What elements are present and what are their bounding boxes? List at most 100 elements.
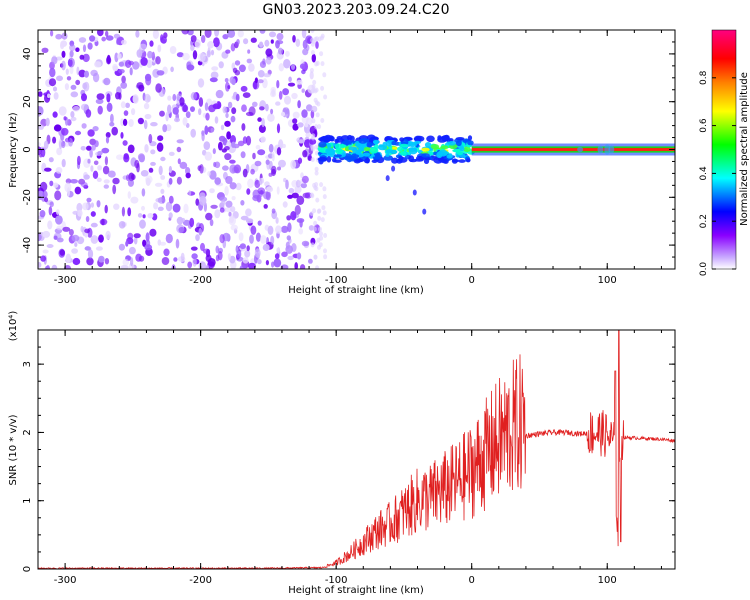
noise-blob [238, 64, 246, 73]
noise-blob [159, 241, 167, 246]
noise-blob [93, 160, 99, 166]
noise-blob [163, 248, 170, 257]
noise-blob [224, 146, 230, 151]
noise-blob [235, 182, 242, 191]
noise-blob [315, 112, 320, 118]
noise-blob [75, 47, 80, 52]
noise-blob [265, 103, 269, 112]
y-tick-label: 0 [22, 146, 33, 152]
noise-blob [195, 234, 200, 242]
noise-blob [288, 76, 292, 83]
noise-blob [231, 141, 236, 148]
noise-blob [310, 50, 315, 55]
noise-blob [285, 179, 289, 190]
noise-blob [312, 208, 317, 214]
x-tick-label: 100 [598, 575, 617, 586]
noise-blob [96, 177, 102, 182]
noise-blob [270, 235, 275, 245]
noise-blob [212, 103, 221, 110]
noise-blob [110, 113, 114, 124]
noise-blob [120, 118, 125, 127]
noise-blob [219, 234, 225, 244]
band-blob [365, 157, 370, 164]
noise-blob [310, 37, 315, 43]
noise-blob [283, 58, 291, 69]
noise-blob [188, 190, 192, 196]
noise-blob [210, 49, 215, 56]
noise-blob [103, 77, 111, 86]
noise-blob [86, 145, 92, 151]
noise-blob [121, 206, 125, 217]
noise-blob [172, 93, 177, 102]
band-blob [397, 146, 403, 152]
noise-blob [147, 213, 154, 219]
noise-blob [190, 92, 198, 101]
noise-blob [127, 232, 134, 240]
noise-blob [280, 225, 289, 233]
noise-blob [82, 44, 87, 53]
noise-blob [46, 264, 50, 269]
band-blob [458, 159, 466, 163]
snr-panel: -300 -200 -100 0 100 0 1 2 3 Height of straight … [8, 311, 676, 596]
noise-blob [49, 67, 56, 78]
noise-blob [294, 204, 301, 215]
x-tick-label: -200 [189, 275, 212, 286]
noise-blob [145, 175, 153, 184]
band-blob [369, 147, 379, 154]
spectrogram-xlabel: Height of straight line (km) [288, 285, 424, 296]
noise-blob [204, 125, 209, 135]
noise-blob [301, 109, 308, 118]
noise-blob [246, 188, 251, 195]
noise-blob [240, 151, 246, 159]
noise-blob [287, 222, 292, 233]
noise-blob [53, 235, 58, 240]
band-blob [385, 153, 390, 157]
band-blob [390, 149, 398, 154]
noise-blob [315, 197, 320, 203]
noise-blob [112, 184, 117, 195]
noise-blob [294, 185, 302, 194]
noise-blob [130, 196, 139, 204]
noise-blob [301, 175, 309, 184]
x-tick-label: -200 [189, 575, 212, 586]
noise-blob [250, 37, 257, 43]
noise-blob [311, 118, 316, 124]
noise-blob [38, 233, 42, 242]
noise-blob [198, 52, 206, 63]
noise-blob [319, 51, 324, 57]
noise-blob [70, 84, 77, 90]
noise-blob [290, 159, 297, 170]
noise-blob [230, 206, 236, 213]
noise-blob [302, 39, 308, 50]
noise-blob [205, 212, 213, 221]
noise-blob [127, 207, 132, 217]
noise-blob [227, 30, 236, 38]
noise-blob [182, 52, 190, 61]
noise-blob [320, 85, 325, 91]
noise-blob [189, 217, 195, 228]
noise-blob [213, 37, 220, 48]
noise-blob [231, 78, 236, 86]
band-blob [377, 145, 388, 151]
band-blob [332, 158, 337, 163]
band-blob [452, 149, 462, 153]
noise-blob [207, 258, 216, 267]
noise-blob [265, 260, 269, 266]
noise-blob [64, 83, 69, 91]
noise-blob [90, 235, 99, 244]
band-streak [385, 175, 390, 182]
noise-blob [296, 79, 303, 85]
noise-blob [97, 150, 103, 156]
noise-blob [123, 154, 130, 163]
noise-blob [82, 53, 90, 63]
noise-blob [121, 39, 127, 45]
noise-blob [301, 30, 307, 39]
noise-blob [44, 167, 52, 172]
noise-blob [132, 61, 140, 70]
noise-blob [49, 180, 54, 187]
noise-blob [179, 161, 188, 169]
noise-blob [238, 232, 244, 242]
noise-blob [309, 71, 314, 80]
noise-blob [94, 61, 102, 68]
